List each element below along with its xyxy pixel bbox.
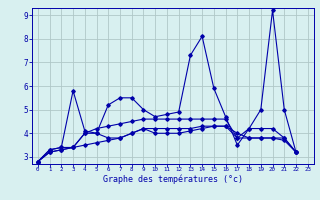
X-axis label: Graphe des températures (°c): Graphe des températures (°c) xyxy=(103,175,243,184)
